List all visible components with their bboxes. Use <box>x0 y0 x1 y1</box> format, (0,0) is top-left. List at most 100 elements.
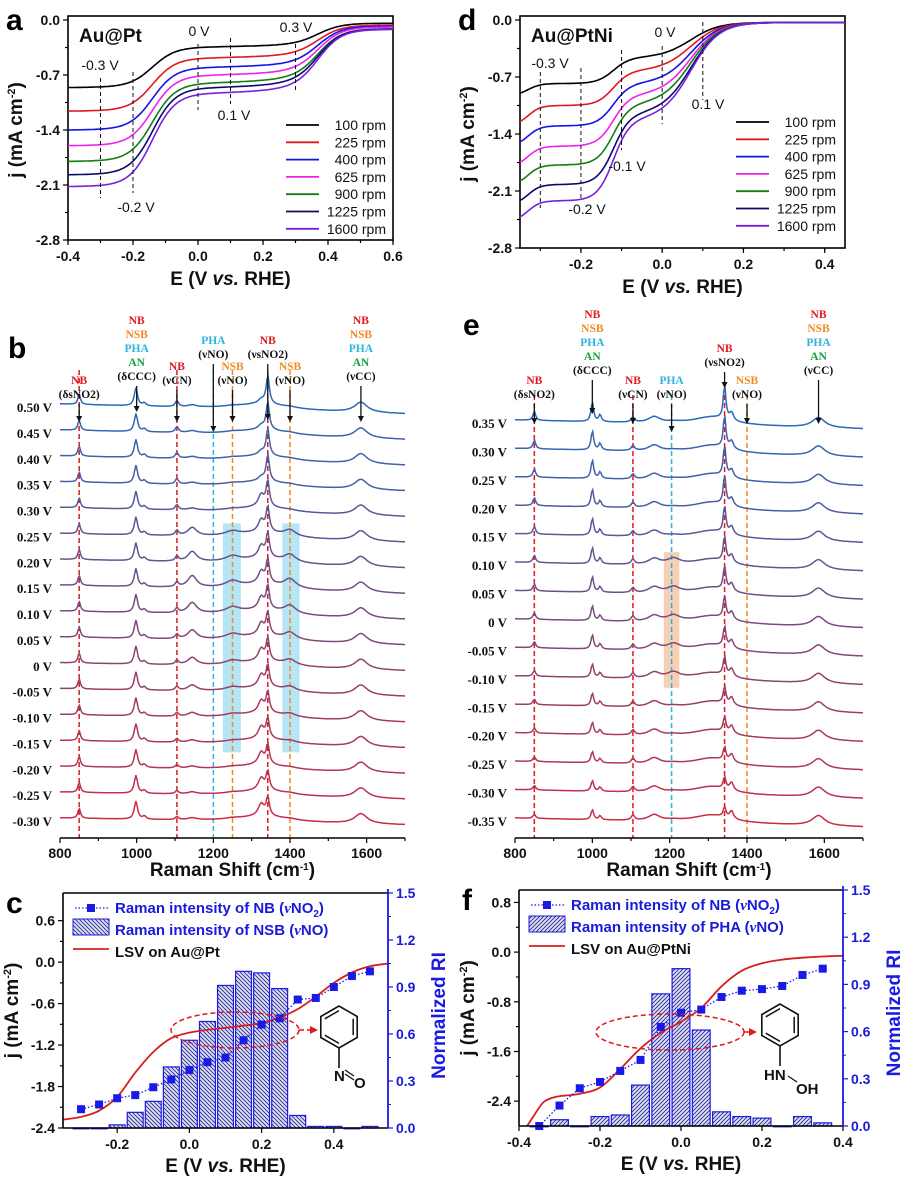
species-label: NB <box>129 315 145 327</box>
raman-spectrum <box>60 689 406 723</box>
potential-label: 0 V <box>488 615 508 630</box>
potential-label: -0.30 V <box>13 814 53 829</box>
legend-swatch-bar <box>528 915 566 933</box>
x-tick-label: -0.2 <box>588 1134 612 1150</box>
legend-label: 100 rpm <box>335 117 386 133</box>
raman-spectrum <box>60 477 406 517</box>
bar <box>630 1084 651 1127</box>
y-tick-label: -1.8 <box>31 1079 55 1095</box>
double-bond <box>765 1032 781 1043</box>
bar <box>271 987 289 1129</box>
n-o-bond <box>344 1073 355 1081</box>
potential-annotation: -0.2 V <box>117 199 155 215</box>
arrow-head-icon <box>721 382 728 388</box>
raman-spectrum <box>514 714 863 742</box>
legend-label: 900 rpm <box>335 186 386 202</box>
x-tick-label: 0.0 <box>188 248 208 264</box>
species-label: NB <box>717 343 733 355</box>
legend-label: 400 rpm <box>335 152 386 168</box>
species-label: NB <box>169 361 185 373</box>
bar <box>144 1100 162 1129</box>
potential-label: 0.10 V <box>472 558 508 573</box>
x-axis-label: E (V vs. RHE) <box>622 277 742 298</box>
potential-label: 0.30 V <box>17 504 53 519</box>
species-label: AN <box>810 351 827 363</box>
potential-label: 0.45 V <box>17 426 53 441</box>
x-tick-label: -0.4 <box>56 248 80 264</box>
y2-tick-label: 0.3 <box>396 1073 416 1089</box>
x-tick-label: 1200 <box>654 845 685 861</box>
raman-spectrum <box>515 596 864 629</box>
y-axis-label: j (mA cm-2) <box>458 86 479 183</box>
y-tick-label: -0.7 <box>36 67 60 83</box>
raman-spectrum <box>514 623 863 657</box>
raman-spectrum <box>60 426 406 466</box>
species-label: NB <box>353 315 369 327</box>
raman-spectrum <box>515 775 864 799</box>
arrow-head-icon <box>744 418 750 424</box>
raman-spectrum <box>60 742 405 774</box>
nb-intensity-point <box>656 1022 665 1031</box>
y-tick-label: 0.0 <box>41 12 61 28</box>
nb-intensity-point <box>113 1094 122 1103</box>
potential-annotation: -0.3 V <box>531 55 569 71</box>
arrow-head-icon <box>629 418 636 424</box>
nb-intensity-point <box>798 970 807 979</box>
nb-intensity-point <box>275 1014 284 1023</box>
species-label: NB <box>625 375 641 387</box>
panel-f: f 0.8 0.0 -0.8 -1.6 -2.4 0.0 0.3 0.6 0.9 1.2 1.5 -0.… <box>458 882 900 1175</box>
y2-tick-label: 1.2 <box>396 932 416 948</box>
x-axis-label: Raman Shift (cm-1) <box>606 860 771 881</box>
x-axis-label: E (V vs. RHE) <box>170 269 290 290</box>
raman-spectrum <box>514 536 863 572</box>
species-label: NSB <box>581 323 604 335</box>
nb-intensity-point <box>221 1053 230 1062</box>
legend-swatch-bar <box>72 918 110 936</box>
bar <box>126 1111 144 1129</box>
bar <box>549 1119 570 1127</box>
y-tick-label: -2.8 <box>488 240 512 256</box>
nb-intensity-point <box>717 992 726 1001</box>
species-label: PHA <box>349 343 374 355</box>
x-axis-label: Raman Shift (cm-1) <box>150 860 315 881</box>
arrow-head-icon <box>357 416 364 422</box>
arrow-head-icon <box>531 418 538 424</box>
legend-label: 225 rpm <box>785 131 836 147</box>
legend-label: Raman intensity of NSB (νNO) <box>115 922 328 939</box>
nb-intensity-point <box>555 1101 564 1110</box>
x-tick-label: -0.2 <box>105 1136 129 1152</box>
molecule-structure-icon: HN OH <box>761 1003 819 1098</box>
double-bond <box>324 1034 340 1045</box>
species-label: PHA <box>201 335 226 347</box>
species-label: NSB <box>807 323 830 335</box>
x-tick-label: 0.4 <box>318 248 338 264</box>
legend-label: Raman intensity of NB (νNO2) <box>115 900 324 920</box>
arrow-head-icon <box>229 416 236 422</box>
potential-label: 0.30 V <box>472 444 508 459</box>
peak-mode-label: (νNO) <box>198 349 228 361</box>
y2-tick-label: 1.2 <box>851 929 871 945</box>
y-tick-label: -0.6 <box>31 996 55 1012</box>
nb-intensity-point <box>737 986 746 995</box>
lsv-curve-1225-rpm <box>68 28 393 176</box>
raman-spectrum <box>515 416 863 458</box>
n-o-bond <box>344 1069 355 1077</box>
nb-intensity-point <box>758 985 766 994</box>
raman-spectrum <box>59 399 405 440</box>
sample-title: Au@PtNi <box>531 26 613 47</box>
raman-spectrum <box>60 794 405 826</box>
y-axis-label: j (mA cm-2) <box>458 960 479 1057</box>
raman-spectrum <box>515 506 863 543</box>
nb-intensity-point <box>239 1036 248 1045</box>
peak-mode-label: (νCN) <box>618 389 648 401</box>
species-label: NB <box>526 375 542 387</box>
x-tick-label: 0.0 <box>180 1136 200 1152</box>
raman-spectrum <box>60 556 406 594</box>
potential-label: -0.20 V <box>13 762 53 777</box>
x-axis-label: E (V vs. RHE) <box>165 1156 285 1177</box>
legend-label: 1600 rpm <box>327 221 386 237</box>
bar <box>671 968 691 1127</box>
potential-label: 0.10 V <box>17 607 53 622</box>
panel-label: d <box>458 4 476 37</box>
arrow-head-icon <box>815 418 822 424</box>
